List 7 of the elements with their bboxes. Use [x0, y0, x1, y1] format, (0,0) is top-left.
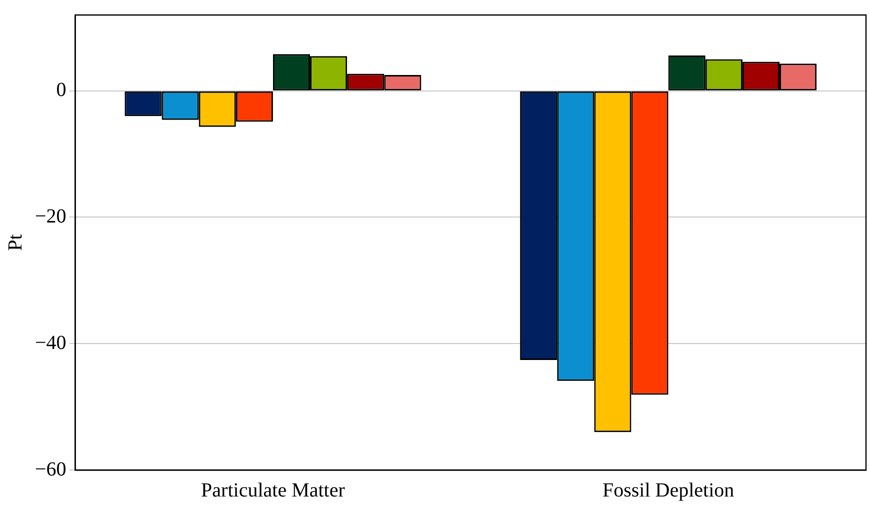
x-tick-label: Particulate Matter: [201, 479, 346, 502]
y-tick-label: −40: [35, 332, 66, 354]
x-tick-label: Fossil Depletion: [602, 479, 734, 502]
y-tick-label: 0: [56, 79, 66, 102]
y-axis-title: Pt: [4, 234, 26, 251]
y-tick-label: −60: [35, 458, 66, 480]
y-tick-label: −20: [35, 205, 66, 228]
